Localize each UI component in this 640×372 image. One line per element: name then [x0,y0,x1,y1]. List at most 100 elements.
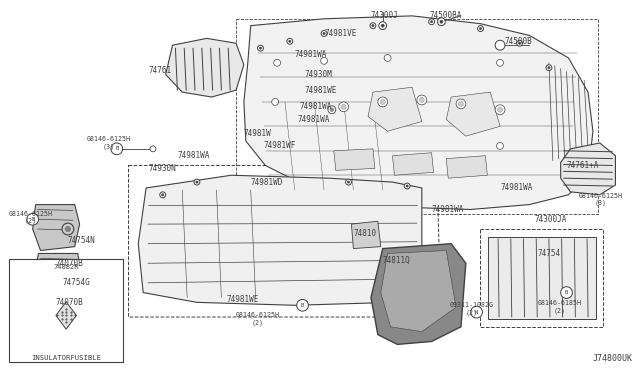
Polygon shape [561,143,616,195]
Polygon shape [381,250,456,332]
Text: 74981VE: 74981VE [324,29,356,38]
Circle shape [321,31,327,36]
Text: 74981WE: 74981WE [305,86,337,95]
Text: B: B [565,290,568,295]
Circle shape [111,143,123,155]
Circle shape [297,299,308,311]
Circle shape [62,280,68,286]
Text: 74981WA: 74981WA [500,183,532,192]
Circle shape [419,97,424,102]
Text: 74811Q: 74811Q [383,256,410,265]
Text: B: B [31,217,35,222]
Circle shape [274,60,280,66]
Circle shape [372,25,374,27]
Circle shape [289,40,291,42]
Circle shape [330,108,334,112]
Circle shape [470,306,483,318]
Circle shape [160,192,166,198]
Circle shape [378,97,388,107]
Circle shape [257,45,264,51]
Polygon shape [392,153,433,175]
Polygon shape [56,302,76,329]
Circle shape [379,22,387,29]
Polygon shape [138,175,422,305]
Circle shape [287,38,292,44]
Circle shape [417,95,427,105]
Polygon shape [334,149,375,170]
Polygon shape [368,87,422,131]
Circle shape [194,179,200,185]
Circle shape [404,183,410,189]
Text: 74981W: 74981W [244,129,271,138]
Circle shape [150,146,156,152]
Polygon shape [34,253,81,298]
Circle shape [458,102,463,106]
Circle shape [516,40,522,46]
Text: 74981WA: 74981WA [431,205,464,214]
Text: 08146-6125H
(3): 08146-6125H (3) [579,193,622,206]
Circle shape [384,54,391,61]
Circle shape [561,287,572,298]
Circle shape [380,99,385,105]
Circle shape [548,67,550,69]
Text: 74930M: 74930M [305,70,332,79]
Text: 74981WE: 74981WE [227,295,259,304]
Text: 74754: 74754 [537,249,561,258]
Text: 74882R: 74882R [53,264,79,270]
Text: 08146-6125H
(3): 08146-6125H (3) [86,136,131,150]
Text: 08146-6125H
(2): 08146-6125H (2) [236,312,280,326]
Circle shape [498,107,502,112]
Text: 74500BA: 74500BA [429,12,462,20]
Circle shape [259,47,262,49]
Circle shape [477,26,483,32]
Text: B: B [301,303,304,308]
Text: 74981WA: 74981WA [298,115,330,124]
Circle shape [62,223,74,235]
Circle shape [321,57,328,64]
Text: 74981WF: 74981WF [264,141,296,150]
Circle shape [341,105,346,109]
Text: 74761: 74761 [148,66,171,75]
Bar [9,259,124,362]
Circle shape [65,226,71,232]
Text: 74981WA: 74981WA [177,151,210,160]
Text: 09311-1082G
(2): 09311-1082G (2) [449,302,493,316]
Circle shape [323,32,325,35]
Text: 74930N: 74930N [148,164,176,173]
Circle shape [27,214,38,225]
Circle shape [518,42,521,44]
Text: N: N [475,310,478,315]
Circle shape [479,28,482,30]
Text: 74810: 74810 [353,230,376,238]
Text: 08146-6185H
(2): 08146-6185H (2) [537,301,581,314]
Circle shape [348,181,349,183]
Circle shape [440,20,443,23]
Polygon shape [446,156,487,178]
Circle shape [339,102,349,112]
Text: 74981WA: 74981WA [300,102,332,111]
Text: B: B [115,146,118,151]
Circle shape [497,60,504,66]
Circle shape [346,179,351,185]
Text: 74300J: 74300J [371,12,399,20]
Circle shape [370,23,376,29]
Polygon shape [371,244,466,344]
Text: 74070B: 74070B [55,298,83,307]
Circle shape [431,20,433,23]
Text: 74070B: 74070B [55,259,83,268]
Circle shape [438,18,445,26]
Polygon shape [488,237,596,319]
Text: 74500B: 74500B [505,37,532,46]
Circle shape [406,185,408,187]
Text: 74754N: 74754N [68,236,95,245]
Polygon shape [166,38,244,97]
Circle shape [381,24,384,27]
Text: 74300JA: 74300JA [534,215,566,224]
Text: 08146-6125H
(2): 08146-6125H (2) [8,211,52,224]
Circle shape [495,40,505,50]
Circle shape [328,106,336,113]
Polygon shape [446,92,500,136]
Circle shape [495,105,505,115]
Text: 74754G: 74754G [62,278,90,287]
Circle shape [59,277,71,289]
